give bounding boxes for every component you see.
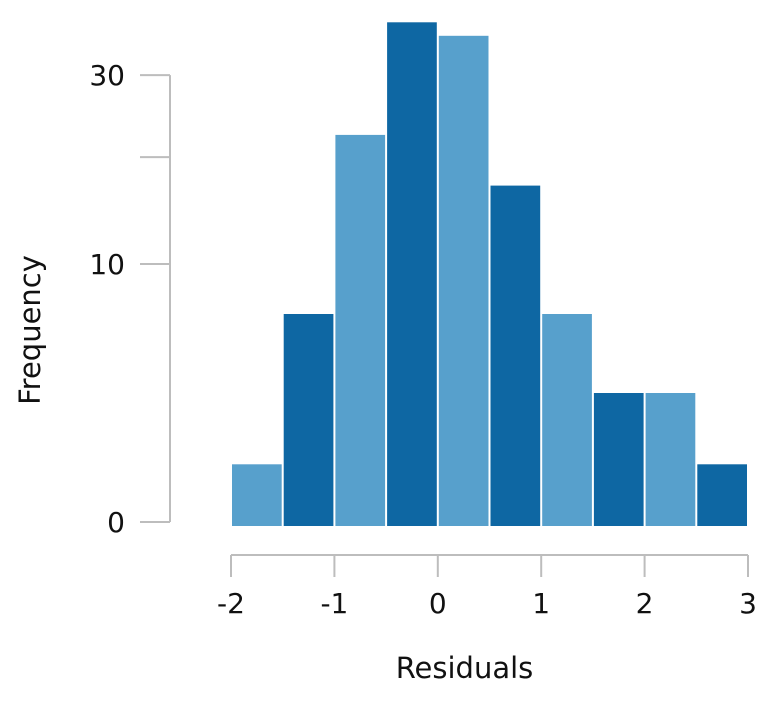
x-tick-label: 1 — [532, 587, 550, 620]
x-tick-label: -2 — [217, 587, 245, 620]
histogram-bar — [232, 464, 282, 526]
histogram-bar — [697, 464, 747, 526]
y-tick-label: 30 — [89, 59, 125, 92]
x-axis: -2 -1 0 1 2 3 — [217, 554, 757, 620]
histogram-bar — [438, 35, 489, 527]
x-tick-label: 0 — [429, 587, 447, 620]
y-tick-label: 0 — [107, 506, 125, 539]
histogram-bar — [490, 185, 541, 526]
histogram-bar — [335, 134, 386, 526]
histogram-bar — [387, 22, 437, 527]
histogram-bar — [645, 393, 696, 526]
y-axis-title: Frequency — [13, 255, 47, 405]
histogram-bar — [542, 314, 592, 526]
histogram-bar — [283, 314, 334, 526]
histogram-bar — [593, 393, 644, 526]
x-tick-label: 2 — [636, 587, 654, 620]
y-tick-label: 10 — [89, 248, 125, 281]
bars-group — [232, 22, 747, 527]
x-tick-label: 3 — [739, 587, 757, 620]
x-axis-title: Residuals — [396, 651, 534, 685]
x-tick-label: -1 — [320, 587, 348, 620]
y-axis: 0 10 30 — [89, 59, 171, 539]
